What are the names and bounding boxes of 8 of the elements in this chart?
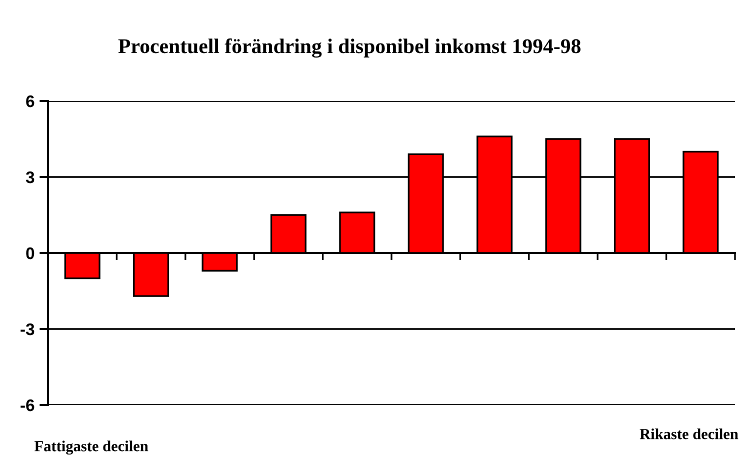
chart-title: Procentuell förändring i disponibel inkomst 1994-98 (118, 38, 581, 58)
x-tick-label: Rikaste decilen (640, 428, 738, 440)
y-tick-label: -3 (20, 323, 34, 336)
y-tick-label: 6 (26, 95, 34, 108)
y-tick-label: 3 (26, 171, 34, 184)
x-tick-label: Fattigaste decilen (34, 440, 148, 455)
y-tick-label: -6 (20, 399, 34, 412)
y-tick-label: 0 (26, 247, 34, 260)
